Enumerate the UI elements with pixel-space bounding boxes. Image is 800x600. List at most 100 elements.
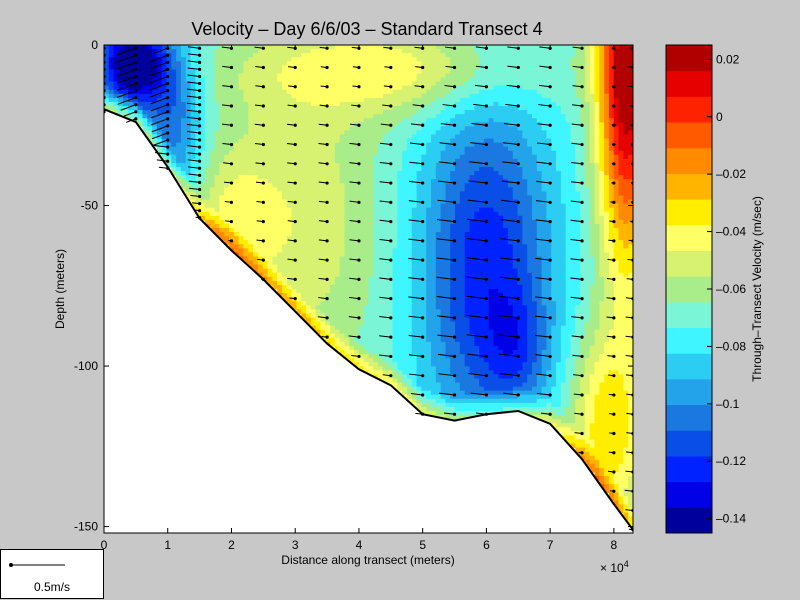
velocity-cell	[238, 45, 245, 50]
velocity-cell	[469, 329, 475, 335]
velocity-cell	[334, 154, 341, 160]
velocity-cell	[421, 293, 427, 298]
velocity-cell	[411, 223, 418, 229]
velocity-cell	[204, 175, 211, 180]
velocity-cell	[445, 280, 451, 286]
velocity-cell	[387, 366, 394, 371]
velocity-cell	[224, 187, 230, 192]
velocity-cell	[455, 301, 461, 306]
velocity-cell	[459, 81, 466, 87]
velocity-cell	[421, 211, 427, 217]
velocity-cell	[469, 150, 475, 156]
velocity-cell	[368, 289, 374, 294]
velocity-cell	[291, 268, 297, 274]
velocity-cell	[435, 301, 442, 306]
velocity-cell	[435, 73, 442, 79]
velocity-cell	[387, 223, 394, 229]
velocity-cell	[334, 53, 341, 58]
velocity-cell	[349, 305, 355, 310]
velocity-cell	[320, 240, 326, 245]
velocity-cell	[305, 260, 312, 266]
velocity-cell	[315, 236, 322, 241]
velocity-cell	[277, 244, 283, 249]
velocity-cell	[440, 97, 447, 103]
velocity-cell	[277, 203, 283, 209]
velocity-cell	[339, 276, 346, 282]
velocity-cell	[204, 49, 211, 54]
velocity-cell	[238, 53, 245, 58]
velocity-cell	[257, 244, 264, 249]
velocity-cell	[166, 114, 172, 119]
velocity-cell	[214, 61, 221, 66]
velocity-cell	[296, 215, 302, 221]
velocity-cell	[382, 57, 389, 62]
velocity-cell	[310, 309, 317, 314]
velocity-cell	[320, 77, 326, 83]
velocity-cell	[402, 187, 408, 192]
velocity-cell	[474, 207, 480, 213]
velocity-cell	[445, 313, 451, 319]
velocity-cell	[445, 264, 451, 270]
velocity-cell	[257, 236, 264, 241]
velocity-cell	[464, 89, 471, 95]
velocity-cell	[387, 158, 394, 164]
velocity-cell	[363, 248, 370, 253]
velocity-cell	[310, 81, 317, 87]
velocity-cell	[445, 114, 451, 119]
velocity-cell	[363, 207, 370, 213]
velocity-cell	[310, 183, 317, 188]
velocity-cell	[387, 118, 394, 123]
velocity-cell	[469, 398, 475, 404]
velocity-cell	[310, 228, 317, 233]
velocity-cell	[363, 268, 370, 274]
velocity-cell	[411, 215, 418, 221]
velocity-cell	[325, 223, 331, 229]
velocity-cell	[483, 175, 490, 180]
velocity-cell	[392, 183, 398, 188]
velocity-cell	[459, 49, 466, 54]
velocity-cell	[479, 394, 485, 400]
velocity-cell	[349, 215, 355, 221]
velocity-cell	[104, 61, 110, 66]
velocity-cell	[354, 89, 360, 95]
velocity-cell	[378, 272, 384, 278]
velocity-cell	[368, 252, 374, 258]
velocity-cell	[195, 122, 201, 127]
velocity-cell	[479, 406, 485, 412]
velocity-cell	[406, 280, 413, 286]
velocity-cell	[483, 61, 490, 66]
velocity-cell	[257, 211, 264, 217]
velocity-cell	[402, 118, 408, 123]
velocity-cell	[248, 122, 254, 127]
velocity-cell	[368, 232, 374, 237]
velocity-cell	[118, 81, 124, 87]
velocity-cell	[277, 264, 283, 270]
velocity-cell	[325, 187, 331, 192]
velocity-cell	[171, 89, 177, 95]
velocity-cell	[248, 69, 254, 75]
velocity-cell	[253, 53, 259, 58]
velocity-cell	[286, 264, 293, 270]
velocity-cell	[214, 77, 221, 83]
velocity-cell	[349, 85, 355, 91]
velocity-cell	[363, 195, 370, 201]
velocity-cell	[354, 162, 360, 168]
velocity-cell	[406, 293, 413, 298]
velocity-cell	[378, 313, 384, 319]
velocity-cell	[281, 97, 288, 103]
velocity-cell	[373, 65, 379, 70]
velocity-cell	[488, 203, 495, 209]
velocity-cell	[243, 154, 249, 160]
velocity-cell	[421, 162, 427, 168]
velocity-cell	[301, 110, 307, 115]
velocity-cell	[464, 215, 471, 221]
velocity-cell	[358, 284, 365, 290]
velocity-cell	[156, 114, 163, 119]
velocity-cell	[108, 77, 115, 83]
velocity-cell	[421, 382, 427, 388]
velocity-cell	[310, 49, 317, 54]
velocity-cell	[416, 317, 422, 323]
velocity-cell	[450, 215, 456, 221]
velocity-cell	[464, 297, 471, 302]
velocity-cell	[349, 325, 355, 331]
